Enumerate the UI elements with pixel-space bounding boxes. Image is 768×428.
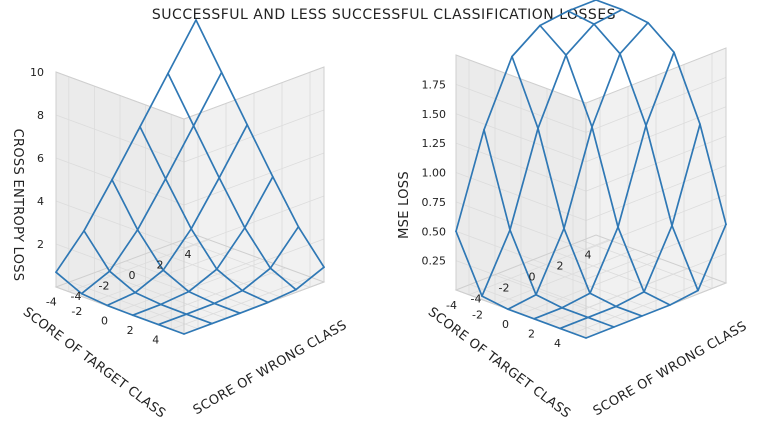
- plot-0-wireframe: [55, 19, 325, 335]
- surface-line-y: [157, 225, 300, 326]
- x-tick-label: -2: [499, 282, 510, 295]
- wall-gridline: [585, 106, 727, 163]
- x-tick-label: 2: [557, 260, 564, 273]
- x-tick-label: 0: [129, 269, 136, 282]
- surface-line-y: [455, 0, 597, 233]
- plot-0-tick-labels: -4 -2 0 2 4 -4 -2 0 2 4 2 4 6 8 10: [30, 66, 192, 346]
- y-tick-label: 2: [528, 328, 535, 341]
- plot-1-tick-labels: -4 -2 0 2 4 -4 -2 0 2 4 0.25 0.50 0.75 1.00 1.25 1.50 1.…: [422, 78, 592, 350]
- y-tick-label: 4: [152, 333, 159, 346]
- z-tick-label: 2: [37, 238, 44, 251]
- wall-gridline: [585, 77, 727, 133]
- z-tick-label: 0.50: [422, 225, 447, 238]
- x-tick-label: 2: [157, 259, 164, 272]
- surface-line-y: [131, 175, 274, 317]
- wall-gridline: [55, 243, 185, 292]
- y-tick-label: 4: [554, 337, 561, 350]
- floor-gridline: [94, 248, 235, 302]
- wall-gridline: [455, 260, 587, 310]
- y-tick-label: -2: [472, 308, 483, 321]
- plot-0-panes: [56, 67, 324, 334]
- floor-gridline: [572, 277, 714, 334]
- wall-gridline: [183, 238, 325, 292]
- surface-line-y: [183, 266, 325, 335]
- surface-line-y: [533, 51, 675, 320]
- surface-line-y: [585, 223, 727, 339]
- wall-gridline: [455, 201, 587, 251]
- wall-gridline: [55, 200, 185, 249]
- y-tick-label: -2: [71, 305, 82, 318]
- plot-1-xlabel: SCORE OF WRONG CLASS: [591, 319, 750, 419]
- surface-line-y: [106, 123, 249, 307]
- plot-0-zlabel: CROSS ENTROPY LOSS: [10, 129, 25, 282]
- floor-gridline: [68, 239, 209, 293]
- z-tick-label: 1.25: [422, 137, 447, 150]
- z-tick-label: 0.75: [422, 196, 447, 209]
- plot-1-zlabel: MSE LOSS: [397, 171, 412, 239]
- x-tick-label: 4: [585, 249, 592, 262]
- surface-line-y: [559, 123, 701, 330]
- surface-line-x: [455, 230, 587, 339]
- x-tick-label: -4: [471, 293, 482, 306]
- plot-0-xlabel: SCORE OF WRONG CLASS: [191, 318, 350, 418]
- z-tick-label: 10: [30, 66, 44, 79]
- z-tick-label: 4: [37, 195, 44, 208]
- floor-gridline: [171, 276, 312, 330]
- surface-line-x: [139, 125, 269, 304]
- z-tick-label: 1.00: [422, 167, 447, 180]
- z-tick-label: 6: [37, 152, 44, 165]
- mse-surface-plot: -4 -2 0 2 4 -4 -2 0 2 4 0.25 0.50 0.75 1.00 1.25 1.50 1.…: [397, 0, 750, 422]
- surface-line-x: [483, 128, 615, 328]
- y-tick-label: -4: [46, 296, 57, 309]
- wall-gridline: [455, 172, 587, 221]
- floor-gridline: [145, 267, 286, 321]
- z-tick-label: 1.75: [422, 78, 447, 91]
- surface-line-x: [595, 0, 727, 226]
- surface-line-x: [567, 10, 699, 292]
- surface-line-x: [195, 19, 325, 269]
- z-tick-label: 1.50: [422, 108, 447, 121]
- surface-line-y: [481, 8, 623, 297]
- floor-gridline: [520, 258, 662, 315]
- surface-line-y: [55, 19, 197, 274]
- surface-line-x: [83, 229, 213, 325]
- y-tick-label: 2: [127, 324, 134, 337]
- wall-gridline: [585, 223, 727, 280]
- floor-gridline: [119, 258, 261, 311]
- surface-line-x: [167, 72, 297, 291]
- wall-gridline: [455, 113, 587, 163]
- surface-line-x: [539, 24, 671, 306]
- x-tick-label: -4: [71, 290, 82, 303]
- surface-line-y: [80, 71, 223, 295]
- wall-gridline: [183, 152, 325, 206]
- surface-line-y: [507, 21, 649, 311]
- wall-gridline: [585, 165, 727, 221]
- surface-line-x: [111, 178, 241, 315]
- wall-gridline: [585, 194, 727, 251]
- wall-gridline: [55, 157, 185, 206]
- x-tick-label: -2: [99, 279, 110, 292]
- surface-line-x: [55, 271, 185, 335]
- z-tick-label: 8: [37, 109, 44, 122]
- plot-1-wireframe: [455, 0, 727, 339]
- wall-gridline: [585, 253, 727, 309]
- y-tick-label: 0: [101, 315, 108, 328]
- wall-gridline: [55, 114, 185, 163]
- figure-title: SUCCESSFUL AND LESS SUCCESSFUL CLASSIFIC…: [152, 7, 616, 23]
- y-tick-label: 0: [502, 318, 509, 331]
- surface-line-x: [511, 55, 643, 317]
- y-tick-label: -4: [446, 299, 457, 312]
- z-tick-label: 0.25: [422, 255, 447, 268]
- floor-gridline: [494, 249, 636, 305]
- x-tick-label: 0: [529, 271, 536, 284]
- x-tick-label: 4: [185, 248, 192, 261]
- plot-0-ylabel: SCORE OF TARGET CLASS: [20, 305, 168, 422]
- wall-gridline: [455, 83, 587, 133]
